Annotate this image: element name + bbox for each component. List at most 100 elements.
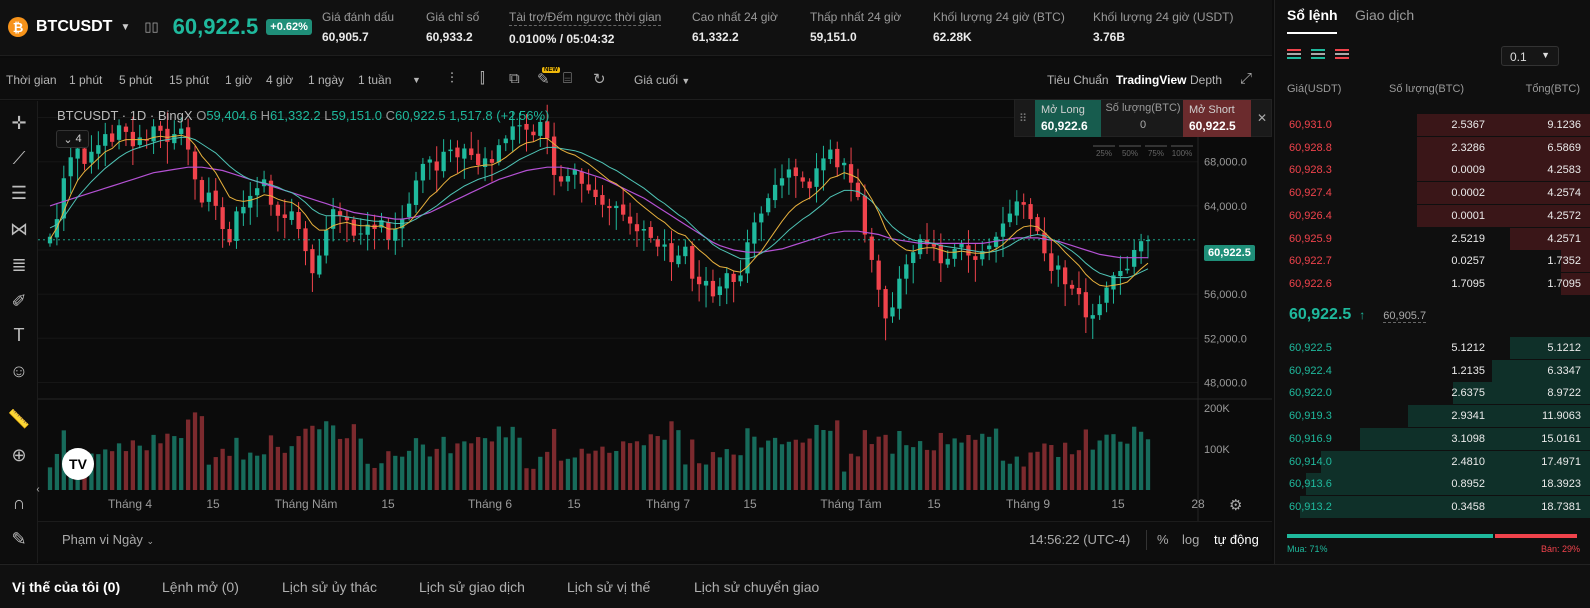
brush-icon[interactable]: ✐ xyxy=(11,290,27,311)
view-depth[interactable]: Depth xyxy=(1190,73,1223,87)
ruler-icon[interactable]: 📏 xyxy=(7,408,31,429)
ask-row[interactable]: 60,922.7 0.0257 1.7352 xyxy=(1275,250,1590,273)
tab-open-orders[interactable]: Lệnh mở (0) xyxy=(162,579,239,595)
emoji-icon[interactable]: ☺ xyxy=(9,360,29,381)
symbol-name[interactable]: BTCUSDT xyxy=(36,18,113,35)
view-tradingview[interactable]: TradingView xyxy=(1116,73,1187,87)
chevron-down-icon[interactable]: ▼ xyxy=(1541,50,1550,60)
open-short-button[interactable]: Mở Short 60,922.5 xyxy=(1183,100,1251,137)
quantity-field[interactable]: Số lượng(BTC) 0 xyxy=(1103,100,1183,137)
text-icon[interactable]: T xyxy=(13,324,25,345)
tab-trigger-history[interactable]: Lịch sử ủy thác xyxy=(282,579,377,595)
depth-bar xyxy=(1321,450,1590,473)
close-icon[interactable]: ✕ xyxy=(1257,111,1268,125)
pct-25[interactable]: 25% xyxy=(1093,145,1115,158)
lock-pencil-icon[interactable]: ✎ xyxy=(11,528,27,549)
ask-row[interactable]: 60,922.6 1.7095 1.7095 xyxy=(1275,272,1590,295)
indicators-icon[interactable]: ⫶ xyxy=(450,70,454,87)
stat-funding[interactable]: Tài trợ/Đếm ngược thời gian 0.0100% / 05:… xyxy=(509,10,662,46)
bid-row[interactable]: 60,916.9 3.1098 15.0161 xyxy=(1275,427,1590,450)
log-toggle[interactable]: log xyxy=(1182,532,1200,547)
tab-order-book[interactable]: Sổ lệnh xyxy=(1287,7,1338,23)
precision-select[interactable]: 0.1 ▼ xyxy=(1501,46,1559,66)
interval-4h[interactable]: 4 giờ xyxy=(266,73,294,87)
expand-icon[interactable]: ⤢ xyxy=(1240,70,1253,87)
bid-row[interactable]: 60,922.0 2.6375 8.9722 xyxy=(1275,382,1590,405)
interval-1w[interactable]: 1 tuần xyxy=(358,73,392,87)
tab-trades[interactable]: Giao dịch xyxy=(1355,7,1415,23)
pct-75[interactable]: 75% xyxy=(1145,145,1167,158)
pencil-icon[interactable]: ✎ xyxy=(537,71,550,88)
price-chart[interactable]: 72,000.068,000.064,000.060,000.056,000.0… xyxy=(38,101,1272,521)
bid-row[interactable]: 60,913.6 0.8952 18.3923 xyxy=(1275,473,1590,496)
price-type-select[interactable]: Giá cuối ▼ xyxy=(634,73,690,87)
pct-50[interactable]: 50% xyxy=(1119,145,1141,158)
date-range-select[interactable]: Phạm vi Ngày ⌄ xyxy=(62,532,154,547)
refresh-icon[interactable]: ↻ xyxy=(593,71,606,88)
bid-row[interactable]: 60,922.5 5.1212 5.1212 xyxy=(1275,337,1590,359)
fib-icon[interactable]: ≣ xyxy=(11,254,27,275)
chevron-down-icon[interactable]: ▼ xyxy=(681,76,691,86)
volume-bars xyxy=(47,412,1151,490)
tab-trade-history[interactable]: Lịch sử giao dịch xyxy=(419,579,525,595)
interval-1m[interactable]: 1 phút xyxy=(69,73,103,87)
date-range-label[interactable]: Phạm vi Ngày xyxy=(62,532,143,547)
ask-row[interactable]: 60,928.3 0.0009 4.2583 xyxy=(1275,159,1590,182)
mark-price[interactable]: 60,905.7 xyxy=(1383,310,1427,323)
magnet-icon[interactable]: ∩ xyxy=(12,492,26,513)
interval-5m[interactable]: 5 phút xyxy=(119,73,153,87)
horizontal-lines-icon[interactable]: ☰ xyxy=(10,182,28,203)
indicator-toggle[interactable]: ⌄ 4 xyxy=(56,130,89,148)
book-both-icon[interactable] xyxy=(1287,49,1301,61)
interval-15m[interactable]: 15 phút xyxy=(169,73,210,87)
volume-bar xyxy=(400,456,405,490)
price-type-label[interactable]: Giá cuối xyxy=(634,73,679,87)
zoom-icon[interactable]: ⊕ xyxy=(11,444,27,465)
candle-type-icon[interactable]: ⫿ xyxy=(480,70,485,87)
template-icon[interactable]: ⧉ xyxy=(509,70,520,87)
chevron-down-icon[interactable]: ⌄ xyxy=(63,133,73,146)
auto-toggle[interactable]: tự động xyxy=(1214,532,1259,547)
book-bids-icon[interactable] xyxy=(1311,49,1325,61)
bid-row[interactable]: 60,914.0 2.4810 17.4971 xyxy=(1275,450,1590,473)
row-price: 60,919.3 xyxy=(1289,410,1332,423)
y-tick-label: 52,000.0 xyxy=(1204,333,1247,345)
interval-1h[interactable]: 1 giờ xyxy=(225,73,253,87)
quantity-value[interactable]: 0 xyxy=(1139,119,1147,131)
bid-row[interactable]: 60,913.2 0.3458 18.7381 xyxy=(1275,495,1590,518)
settings-gear-icon[interactable]: ⚙ xyxy=(1229,497,1243,514)
trend-line-icon[interactable]: ⟋ xyxy=(12,147,26,168)
chevron-down-icon[interactable]: ▼ xyxy=(412,75,421,85)
crosshair-icon[interactable]: ✛ xyxy=(11,112,27,133)
ask-row[interactable]: 60,926.4 0.0001 4.2572 xyxy=(1275,204,1590,227)
candle-body xyxy=(1014,201,1019,216)
book-asks-icon[interactable] xyxy=(1335,49,1349,61)
percent-toggle[interactable]: % xyxy=(1157,532,1169,547)
stat-label[interactable]: Tài trợ/Đếm ngược thời gian xyxy=(509,10,662,26)
candle-body xyxy=(614,205,619,209)
close-label: C xyxy=(385,108,396,123)
tab-my-positions[interactable]: Vị thế của tôi (0) xyxy=(12,579,121,595)
tradingview-logo-icon[interactable]: TV xyxy=(62,448,94,480)
ask-row[interactable]: 60,928.8 2.3286 6.5869 xyxy=(1275,136,1590,159)
pattern-icon[interactable]: ⋈ xyxy=(10,218,28,239)
ask-row[interactable]: 60,925.9 2.5219 4.2571 xyxy=(1275,227,1590,250)
ask-row[interactable]: 60,931.0 2.5367 9.1236 xyxy=(1275,114,1590,136)
tab-position-history[interactable]: Lịch sử vị thế xyxy=(567,579,651,595)
drag-handle-icon[interactable]: ⠿ xyxy=(1019,113,1028,125)
book-icon[interactable]: ▯▯ xyxy=(144,19,159,34)
camera-icon[interactable]: ⌸ xyxy=(563,70,573,87)
precision-value[interactable]: 0.1 xyxy=(1510,50,1527,64)
chevron-down-icon[interactable]: ▼ xyxy=(120,21,131,33)
tab-transfer-history[interactable]: Lịch sử chuyển giao xyxy=(694,579,820,595)
interval-1d[interactable]: 1 ngày xyxy=(308,73,345,87)
chevron-down-icon[interactable]: ⌄ xyxy=(146,536,155,546)
pct-100[interactable]: 100% xyxy=(1171,145,1193,158)
symbol-selector[interactable]: ₿ BTCUSDT ▼ ▯▯ 60,922.5 +0.62% xyxy=(8,14,312,40)
bid-row[interactable]: 60,919.3 2.9341 11.9063 xyxy=(1275,405,1590,428)
view-standard[interactable]: Tiêu Chuẩn xyxy=(1047,73,1109,87)
collapse-arrow-icon[interactable]: ‹ xyxy=(36,483,40,495)
ask-row[interactable]: 60,927.4 0.0002 4.2574 xyxy=(1275,182,1590,205)
open-long-button[interactable]: Mở Long 60,922.6 xyxy=(1035,100,1101,137)
bid-row[interactable]: 60,922.4 1.2135 6.3347 xyxy=(1275,359,1590,382)
